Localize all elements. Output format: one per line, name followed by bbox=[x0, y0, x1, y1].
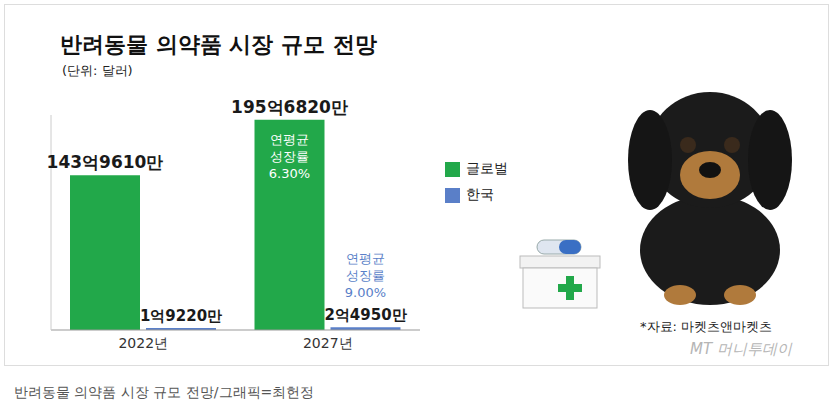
svg-text:2027년: 2027년 bbox=[303, 335, 353, 351]
svg-text:연평균성장률6.30%: 연평균성장률6.30% bbox=[269, 132, 310, 181]
html-text:글로벌: 글로벌 bbox=[466, 160, 508, 176]
svg-text:143억9610만: 143억9610만 bbox=[47, 152, 164, 172]
html-text:반려동물 의약품 시장 규모 전망/그래픽=최헌정: 반려동물 의약품 시장 규모 전망/그래픽=최헌정 bbox=[14, 384, 315, 400]
svg-text:195억6820만: 195억6820만 bbox=[231, 97, 348, 117]
html-text:*자료: 마켓츠앤마켓츠: *자료: 마켓츠앤마켓츠 bbox=[640, 319, 772, 334]
html-text:(단위: 달러): (단위: 달러) bbox=[62, 63, 133, 78]
svg-text:연평균성장률9.00%: 연평균성장률9.00% bbox=[345, 251, 386, 300]
html-text:MT 머니투데이: MT 머니투데이 bbox=[690, 340, 792, 358]
html-text:반려동물 의약품 시장 규모 전망: 반려동물 의약품 시장 규모 전망 bbox=[60, 32, 377, 57]
html-text:한국: 한국 bbox=[466, 186, 494, 202]
svg-text:1억9220만: 1억9220만 bbox=[140, 307, 222, 325]
svg-text:2억4950만: 2억4950만 bbox=[324, 306, 406, 324]
svg-text:2022년: 2022년 bbox=[118, 335, 168, 351]
